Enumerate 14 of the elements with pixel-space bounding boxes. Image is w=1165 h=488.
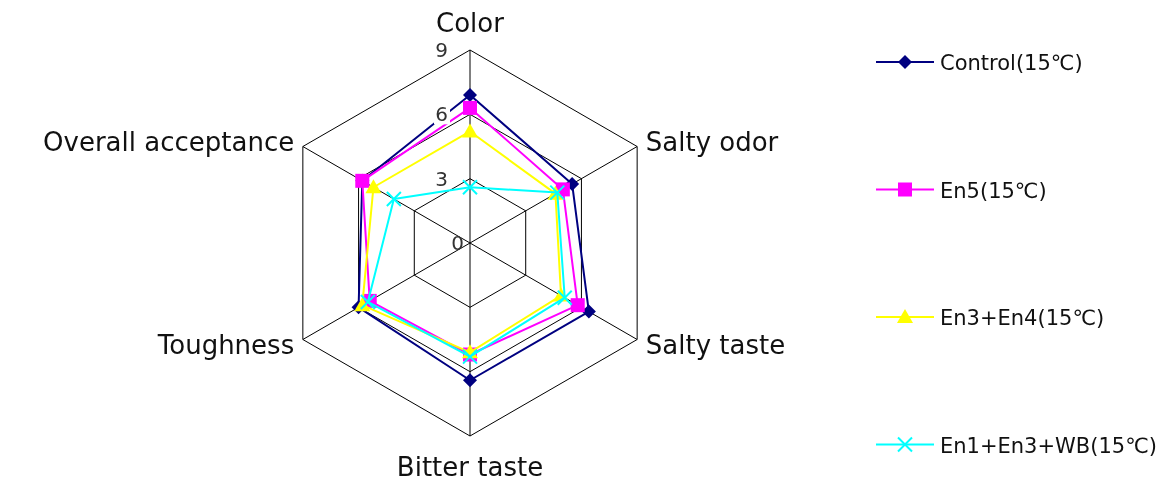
legend-label: En5(15℃)	[940, 178, 1047, 203]
spoke-label: Salty odor	[645, 126, 779, 157]
legend-label: En3+En4(15℃)	[940, 306, 1105, 330]
spoke-label: Salty taste	[645, 329, 786, 360]
y-tick-label: 3	[435, 166, 448, 191]
legend-label: En1+En3+WB(15℃)	[940, 433, 1157, 458]
legend-label: Control(15℃)	[940, 51, 1083, 75]
spoke-label: Bitter taste	[396, 452, 544, 482]
y-tick-label: 0	[451, 231, 464, 255]
y-tick-label: 9	[435, 38, 448, 62]
spoke-label: Color	[436, 8, 505, 38]
y-tick-label: 6	[435, 102, 448, 127]
spoke-label: Toughness	[156, 329, 295, 360]
spoke-label: Overall acceptance	[43, 126, 295, 157]
